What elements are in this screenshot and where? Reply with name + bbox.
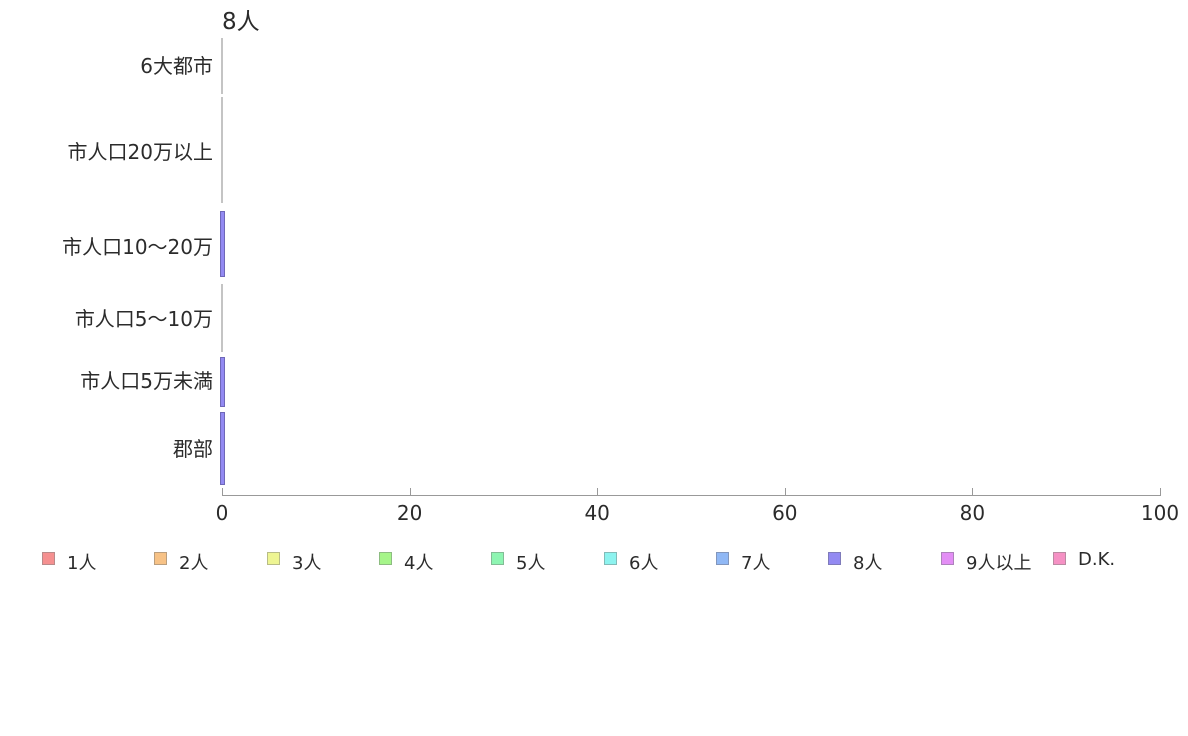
zero-value-mark [221,284,223,352]
legend-swatch-icon [154,552,167,565]
category-label: 6大都市 [140,54,213,78]
x-axis-tick [597,488,599,496]
category-label: 市人口20万以上 [67,140,213,164]
legend-label: 7人 [741,553,771,574]
legend-label: 4人 [404,553,434,574]
x-axis-tick-label: 100 [1140,501,1180,525]
x-axis-line [222,495,1161,496]
bar [220,412,225,485]
x-axis-tick [784,488,786,496]
x-axis-tick [1160,488,1161,496]
x-axis-tick-label: 40 [584,501,610,525]
legend-label: 5人 [516,553,546,574]
zero-value-mark [221,38,223,94]
x-axis-tick [972,488,974,496]
legend-label: 8人 [853,553,883,574]
legend-label: 9人以上 [966,553,1032,574]
legend-label: D.K. [1078,549,1116,570]
legend-swatch-icon [379,552,392,565]
category-label: 市人口10〜20万 [62,235,213,259]
bar [220,357,225,407]
legend-label: 6人 [629,553,659,574]
legend-swatch-icon [491,552,504,565]
legend-label: 3人 [292,553,322,574]
legend-swatch-icon [604,552,617,565]
legend-label: 2人 [179,553,209,574]
x-axis-tick-label: 20 [396,501,423,525]
legend-swatch-icon [42,552,55,565]
x-axis-tick [222,488,223,496]
legend-swatch-icon [716,552,729,565]
x-axis-tick-label: 80 [959,501,986,525]
category-label: 市人口5万未満 [80,369,213,393]
zero-value-mark [221,97,223,203]
x-axis-tick [409,488,411,496]
x-axis-tick-label: 0 [215,501,229,525]
chart-title: 8人 [222,9,260,35]
category-label: 郡部 [173,437,213,461]
x-axis-tick-label: 60 [772,501,798,525]
legend-swatch-icon [267,552,280,565]
legend-swatch-icon [828,552,841,565]
category-label: 市人口5〜10万 [74,307,213,331]
legend-label: 1人 [67,553,97,574]
bar [220,211,225,277]
legend: 1人 2人 3人 4人 5人 6人 7人 8人 9人以上 D.K. [0,546,1188,576]
legend-swatch-icon [941,552,954,565]
legend-swatch-icon [1053,552,1066,565]
